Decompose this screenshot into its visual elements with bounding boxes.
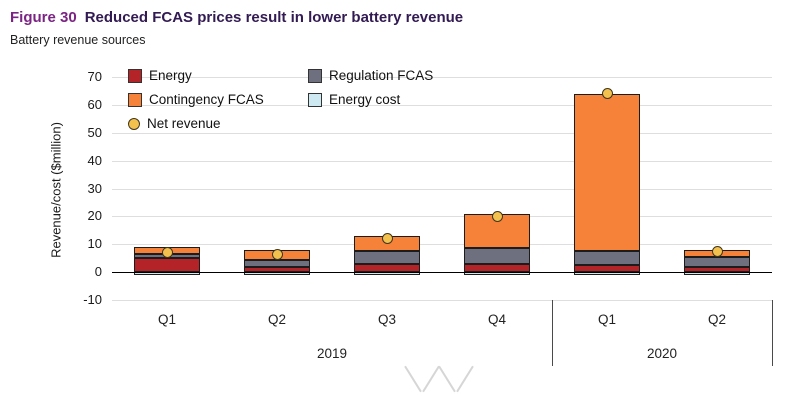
zero-axis-line	[112, 272, 772, 274]
gridline	[112, 132, 772, 134]
legend-swatch	[128, 117, 140, 130]
y-tick-label: 30	[87, 180, 102, 196]
watermark-line	[422, 365, 440, 393]
x-tick-label: Q1	[157, 312, 176, 327]
bar-segment-regulation-fcas	[244, 259, 310, 267]
gridline	[112, 300, 772, 301]
legend-swatch	[128, 92, 142, 107]
y-tick-label: 10	[87, 236, 102, 252]
year-separator	[552, 300, 553, 366]
legend-label: Regulation FCAS	[329, 68, 434, 83]
x-tick-label: Q2	[267, 312, 286, 327]
figure-title: Reduced FCAS prices result in lower batt…	[84, 9, 464, 26]
y-tick-label: 20	[87, 208, 102, 224]
net-revenue-marker	[381, 233, 393, 245]
net-revenue-marker	[711, 245, 723, 257]
bar-segment-energy	[354, 263, 420, 273]
legend-label: Energy	[149, 68, 192, 83]
y-tick-label: 40	[87, 152, 102, 168]
bar-segment-energy	[574, 265, 640, 273]
net-revenue-marker	[601, 88, 613, 100]
gridline	[112, 77, 772, 78]
x-tick-label: Q3	[377, 312, 396, 327]
legend-item-regulation-fcas: Regulation FCAS	[308, 68, 508, 83]
year-label: 2020	[646, 346, 678, 361]
legend-label: Contingency FCAS	[149, 92, 264, 107]
figure-header: Figure 30 Reduced FCAS prices result in l…	[10, 9, 463, 27]
bar-segment-energy	[684, 266, 750, 273]
legend-label: Energy cost	[329, 92, 401, 107]
bar-segment-energy	[244, 266, 310, 273]
y-tick-label: -10	[83, 292, 102, 307]
legend-swatch	[128, 68, 142, 83]
bar-segment-energy	[464, 263, 530, 273]
legend-swatch	[308, 68, 322, 83]
bar-segment-regulation-fcas	[684, 256, 750, 267]
legend-swatch	[308, 92, 322, 107]
legend-item-energy-cost: Energy cost	[308, 92, 508, 107]
y-tick-label: 70	[87, 69, 102, 84]
bar-segment-contingency-fcas	[574, 93, 640, 252]
x-tick-label: Q4	[487, 312, 506, 327]
gridline	[112, 104, 772, 106]
y-tick-label: 50	[87, 124, 102, 140]
x-tick-label: Q2	[707, 312, 726, 327]
legend-item-contingency-fcas: Contingency FCAS	[128, 92, 308, 107]
legend-item-energy: Energy	[128, 68, 308, 83]
watermark-line	[456, 365, 474, 393]
net-revenue-marker	[491, 210, 503, 222]
gridline	[112, 216, 772, 218]
gridline	[112, 160, 772, 162]
year-separator	[772, 300, 773, 366]
chart-legend: Energy Regulation FCAS Contingency FCAS Ene…	[128, 68, 508, 131]
gridline	[112, 244, 772, 246]
watermark-line	[404, 365, 422, 393]
y-tick-label: 0	[94, 264, 102, 280]
y-tick-label: 60	[87, 96, 102, 112]
figure-subtitle: Battery revenue sources	[10, 33, 146, 47]
bar-segment-regulation-fcas	[354, 251, 420, 264]
figure-label: Figure 30	[10, 9, 77, 26]
legend-label: Net revenue	[147, 116, 221, 131]
bar-segment-regulation-fcas	[574, 251, 640, 266]
net-revenue-marker	[161, 247, 173, 259]
x-tick-label: Q1	[597, 312, 616, 327]
watermark-line	[438, 365, 456, 393]
bar-segment-energy	[134, 258, 200, 273]
legend-item-net-revenue: Net revenue	[128, 116, 308, 131]
gridline	[112, 188, 772, 190]
year-label: 2019	[316, 346, 348, 361]
bar-segment-regulation-fcas	[464, 248, 530, 264]
net-revenue-marker	[271, 248, 283, 260]
